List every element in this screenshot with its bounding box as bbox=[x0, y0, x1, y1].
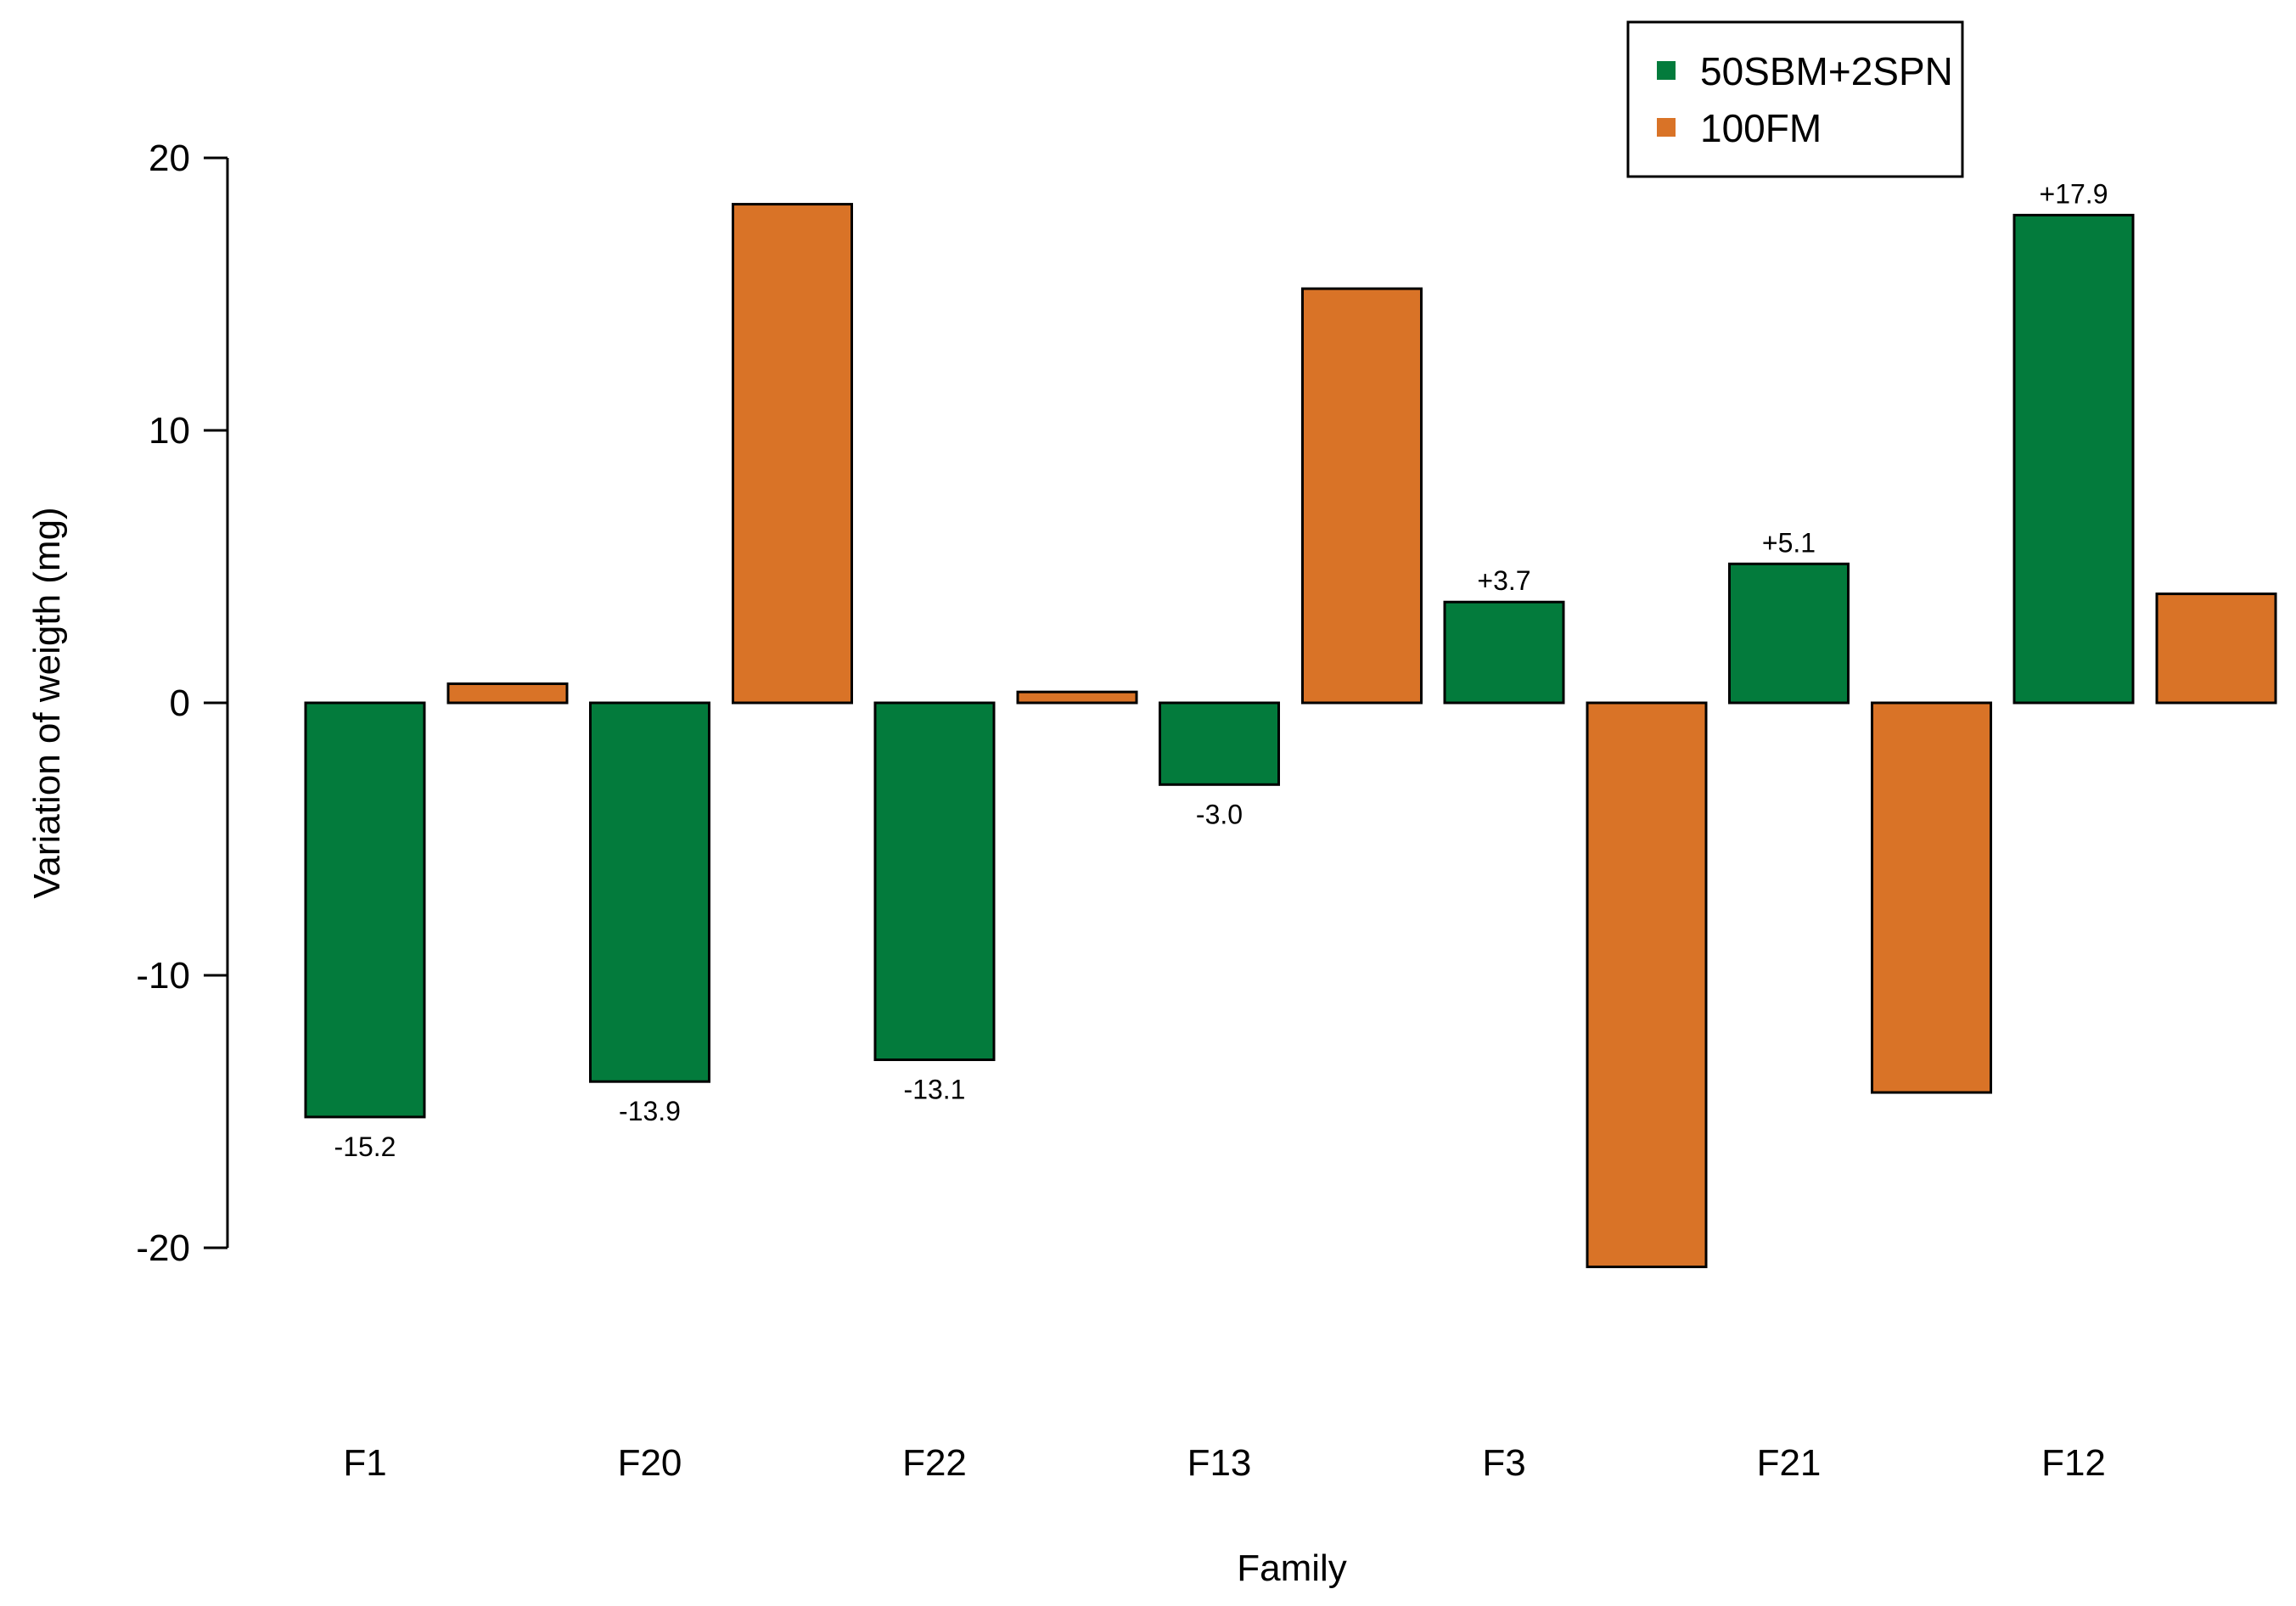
bar-f1-series-100fm bbox=[446, 682, 569, 705]
bar-f20-series-100fm bbox=[732, 203, 853, 705]
x-category-label-f1: F1 bbox=[343, 1442, 386, 1484]
y-tick-label: -10 bbox=[136, 955, 190, 997]
y-tick-label: 0 bbox=[170, 682, 190, 724]
x-category-label-f12: F12 bbox=[2041, 1442, 2106, 1484]
x-category-label-f3: F3 bbox=[1482, 1442, 1525, 1484]
bar-f13-series-100fm bbox=[1301, 287, 1423, 705]
bar-f20-series-50sbm-2spn bbox=[589, 701, 710, 1083]
data-label-f1: -15.2 bbox=[334, 1132, 396, 1162]
data-label-f12: +17.9 bbox=[2040, 178, 2108, 209]
bar-f22-series-50sbm-2spn bbox=[873, 701, 996, 1062]
y-tick-label: 20 bbox=[149, 138, 190, 179]
data-label-f13: -3.0 bbox=[1196, 799, 1243, 829]
bar-f1-series-50sbm-2spn bbox=[304, 701, 426, 1119]
data-label-f22: -13.1 bbox=[904, 1075, 966, 1105]
data-labels: -15.2 -13.9 -13.1 -3.0 +3.7 +5.1 +17.9 bbox=[334, 178, 2108, 1162]
data-label-f3: +3.7 bbox=[1477, 565, 1530, 596]
x-category-label-f13: F13 bbox=[1187, 1442, 1252, 1484]
bar-f21-series-50sbm-2spn bbox=[1728, 562, 1850, 705]
data-label-f21: +5.1 bbox=[1762, 527, 1816, 558]
bar-f22-series-100fm bbox=[1016, 690, 1138, 705]
legend-label-50sbm-2spn: 50SBM+2SPN bbox=[1700, 49, 1953, 93]
y-axis-title: Variation of weigth (mg) bbox=[26, 507, 68, 898]
y-axis: -20 -10 0 10 20 bbox=[136, 138, 229, 1269]
x-axis-title: Family bbox=[1237, 1547, 1347, 1589]
bars bbox=[304, 203, 2277, 1268]
x-category-label-f22: F22 bbox=[902, 1442, 967, 1484]
bar-f13-series-50sbm-2spn bbox=[1159, 701, 1280, 786]
bar-f21-series-100fm bbox=[1871, 701, 1992, 1094]
bar-f12-series-100fm bbox=[2155, 592, 2277, 705]
legend: 50SBM+2SPN 100FM bbox=[1626, 20, 1964, 178]
x-category-label-f21: F21 bbox=[1757, 1442, 1822, 1484]
data-label-f20: -13.9 bbox=[619, 1096, 681, 1126]
legend-swatch-50sbm-2spn bbox=[1657, 61, 1676, 80]
y-tick-label: -20 bbox=[136, 1227, 190, 1269]
bar-f3-series-50sbm-2spn bbox=[1443, 600, 1565, 705]
legend-box bbox=[1626, 20, 1964, 178]
bar-f3-series-100fm bbox=[1586, 701, 1708, 1268]
y-ticks: -20 -10 0 10 20 bbox=[136, 138, 227, 1269]
legend-label-100fm: 100FM bbox=[1700, 106, 1822, 150]
x-category-labels: F1 F20 F22 F13 F3 F21 F12 bbox=[343, 1442, 2106, 1484]
y-tick-label: 10 bbox=[149, 410, 190, 452]
x-category-label-f20: F20 bbox=[618, 1442, 682, 1484]
bar-f12-series-50sbm-2spn bbox=[2013, 213, 2135, 705]
legend-swatch-100fm bbox=[1657, 118, 1676, 137]
